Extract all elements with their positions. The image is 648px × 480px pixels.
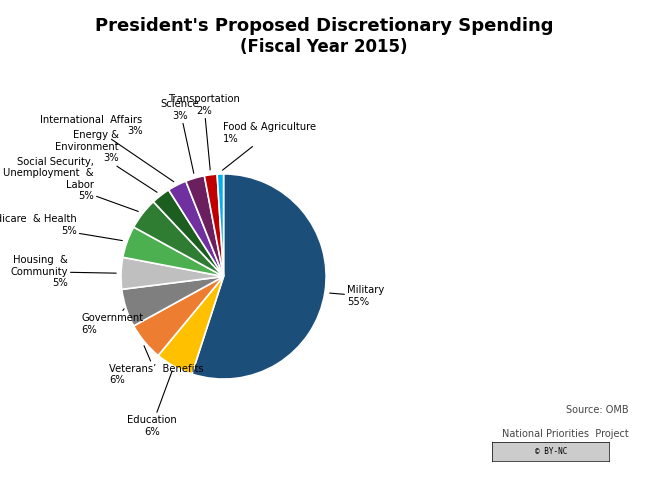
Wedge shape (133, 202, 224, 276)
Wedge shape (121, 257, 224, 289)
Wedge shape (204, 174, 224, 276)
Wedge shape (217, 174, 224, 276)
Text: Science
3%: Science 3% (161, 99, 200, 173)
Wedge shape (122, 276, 224, 326)
Wedge shape (154, 190, 224, 276)
Text: Housing  &
Community
5%: Housing & Community 5% (10, 255, 116, 288)
Text: Energy &
Environment
3%: Energy & Environment 3% (55, 130, 157, 192)
Text: President's Proposed Discretionary Spending: President's Proposed Discretionary Spend… (95, 17, 553, 35)
Text: Medicare  & Health
5%: Medicare & Health 5% (0, 214, 122, 240)
Text: Military
55%: Military 55% (330, 285, 384, 307)
Text: National Priorities  Project: National Priorities Project (502, 429, 629, 439)
Text: (Fiscal Year 2015): (Fiscal Year 2015) (240, 38, 408, 56)
Text: International  Affairs
3%: International Affairs 3% (40, 115, 174, 182)
Wedge shape (192, 174, 326, 379)
Text: Veterans’  Benefits
6%: Veterans’ Benefits 6% (109, 346, 203, 385)
Wedge shape (186, 176, 224, 276)
Text: Social Security,
Unemployment  &
Labor
5%: Social Security, Unemployment & Labor 5% (3, 156, 138, 211)
Text: Education
6%: Education 6% (127, 371, 177, 437)
Wedge shape (123, 227, 224, 276)
Wedge shape (133, 276, 224, 356)
Text: Transportation
2%: Transportation 2% (168, 94, 240, 170)
Text: © BY-NC: © BY-NC (535, 447, 567, 456)
Text: Source: OMB: Source: OMB (566, 405, 629, 415)
Wedge shape (158, 276, 224, 374)
Text: Food & Agriculture
1%: Food & Agriculture 1% (222, 122, 316, 170)
Text: Government
6%: Government 6% (82, 309, 143, 335)
Wedge shape (168, 181, 224, 276)
